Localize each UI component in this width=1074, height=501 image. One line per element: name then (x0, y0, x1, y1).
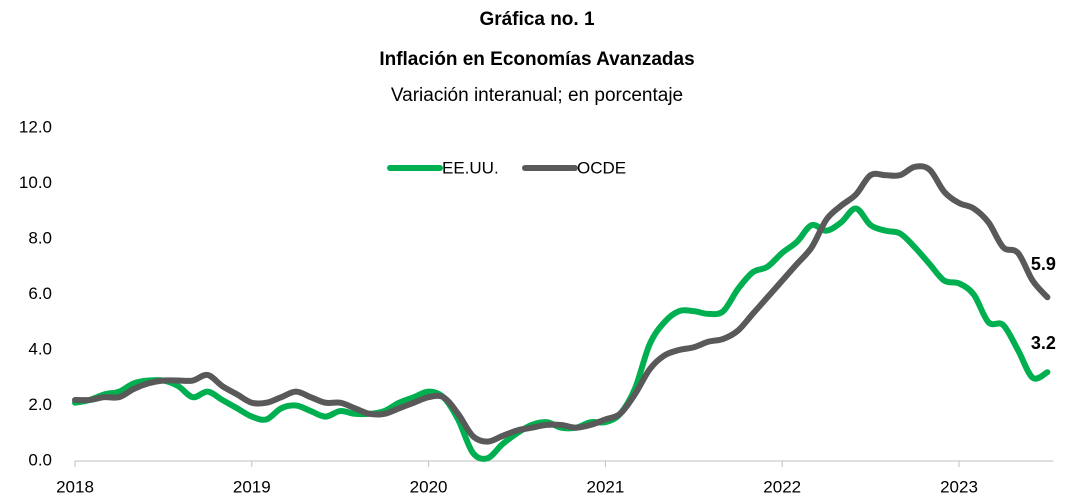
y-tick-label: 0.0 (28, 450, 52, 469)
x-tick-label: 2018 (56, 477, 94, 496)
x-tick-label: 2023 (940, 477, 978, 496)
y-tick-label: 2.0 (28, 395, 52, 414)
chart-note: Variación interanual; en porcentaje (391, 85, 683, 106)
y-tick-label: 10.0 (19, 173, 52, 192)
legend-label: EE.UU. (442, 158, 499, 177)
y-tick-label: 6.0 (28, 284, 52, 303)
y-tick-label: 4.0 (28, 339, 52, 358)
data-label: 3.2 (1031, 333, 1056, 353)
data-label: 5.9 (1031, 254, 1056, 274)
chart-title: Gráfica no. 1 (479, 9, 595, 30)
x-tick-label: 2019 (233, 477, 271, 496)
y-tick-label: 12.0 (19, 117, 52, 136)
legend-label: OCDE (577, 158, 626, 177)
x-tick-label: 2020 (410, 477, 448, 496)
series-line (72, 163, 1051, 445)
chart-subtitle: Inflación en Economías Avanzadas (379, 49, 694, 70)
x-tick-label: 2021 (586, 477, 624, 496)
x-tick-label: 2022 (763, 477, 801, 496)
series-line (72, 205, 1051, 462)
y-tick-label: 8.0 (28, 228, 52, 247)
